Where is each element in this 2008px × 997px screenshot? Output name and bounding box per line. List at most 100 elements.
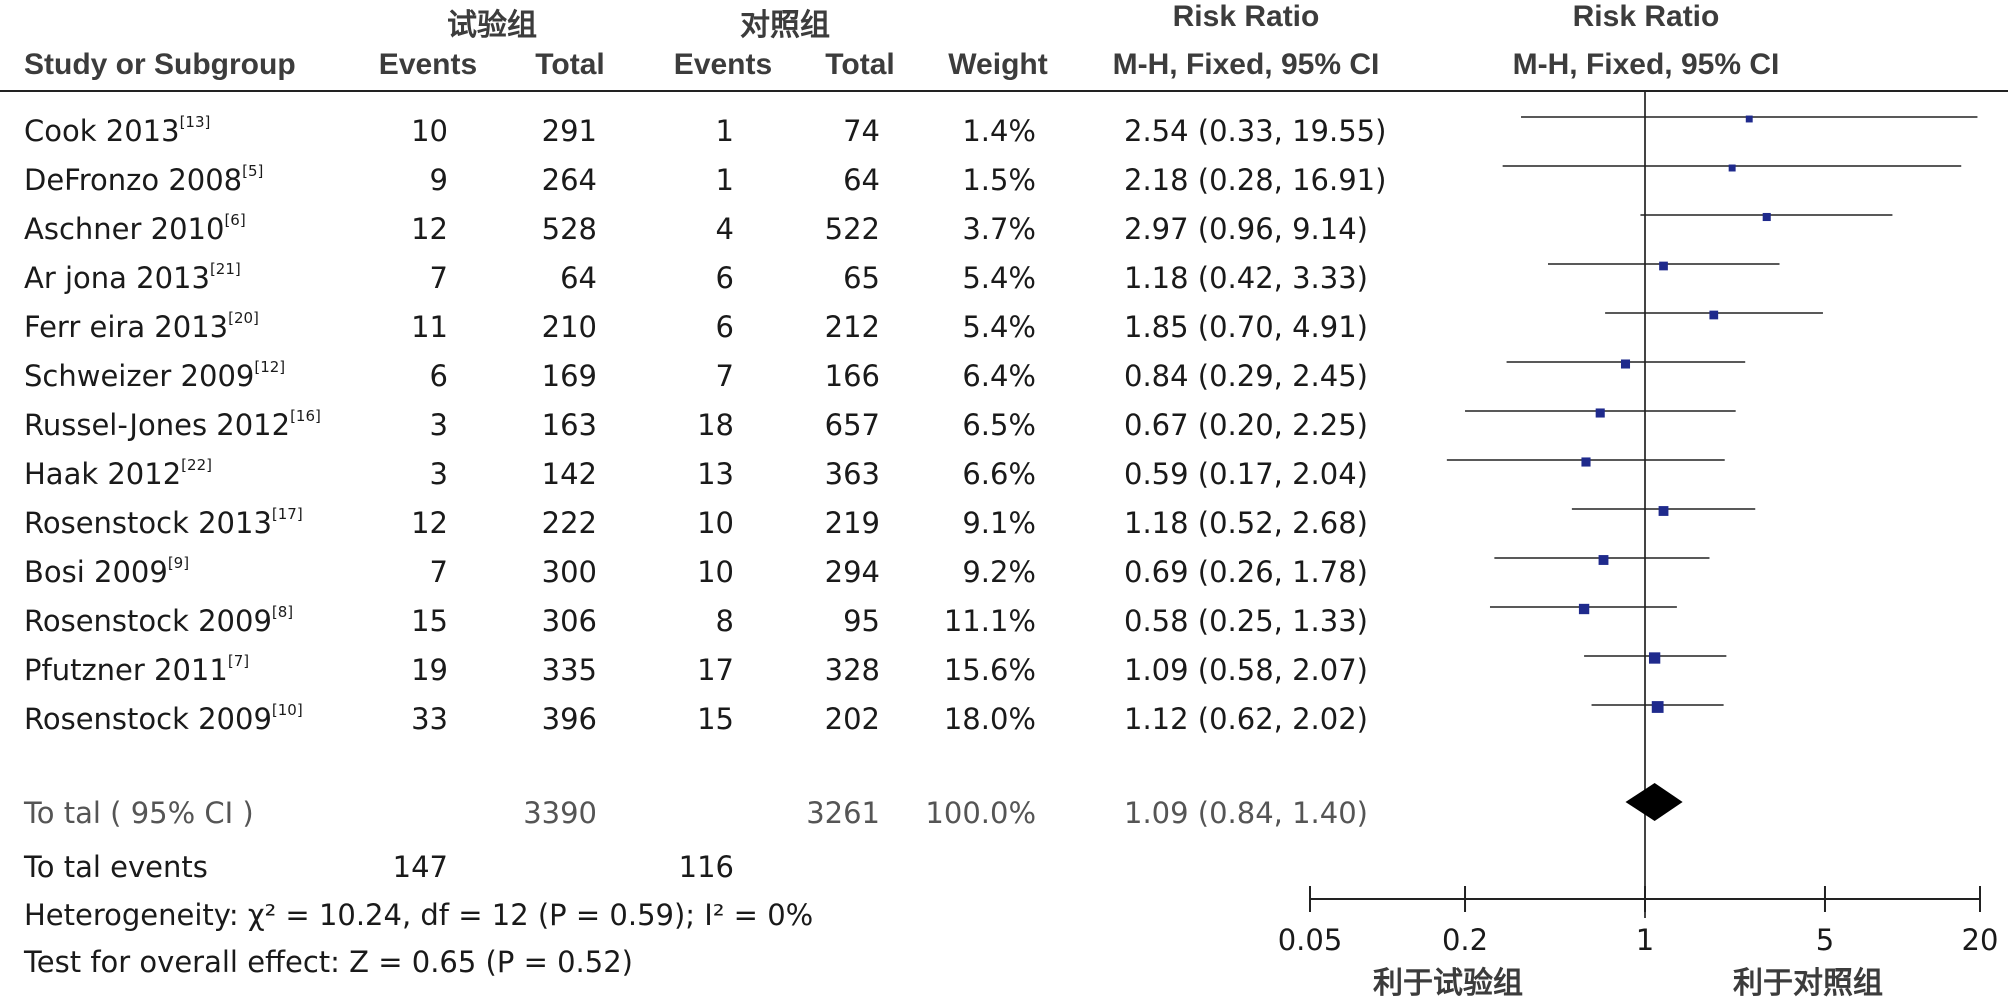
reference-number: [8]	[271, 603, 294, 621]
rr-ci-text: 2.54 (0.33, 19.55)	[1124, 114, 1387, 148]
study-column-header: Study or Subgroup	[24, 48, 296, 81]
total-test: 264	[541, 163, 597, 197]
reference-number: [20]	[228, 309, 259, 327]
total-test: 210	[541, 310, 597, 344]
study-row: Bosi 2009[9] 7 300 10 294 9.2% 0.69 (0.26, 1.7…	[0, 552, 2008, 592]
study-row: Rosenstock 2009[10] 33 396 15 202 18.0% 1.12 (…	[0, 699, 2008, 739]
total-test: 300	[541, 555, 597, 589]
point-estimate	[1658, 506, 1669, 516]
point-estimate	[1709, 310, 1719, 320]
study-name-text: Aschner 2010	[24, 212, 225, 246]
study-name-text: Rosenstock 2013	[24, 506, 272, 540]
events-control: 8	[715, 604, 734, 638]
reference-number: [9]	[167, 554, 190, 572]
events-control: 17	[697, 653, 734, 687]
study-name: Rosenstock 2009[10]	[24, 699, 303, 739]
total-control: 363	[824, 457, 880, 491]
total-control: 212	[824, 310, 880, 344]
total-control: 64	[843, 163, 880, 197]
events-control: 1	[715, 114, 734, 148]
point-estimate	[1651, 701, 1664, 713]
events-header-control: Events	[673, 48, 773, 81]
point-estimate	[1648, 652, 1661, 664]
study-name-text: Bosi 2009	[24, 555, 168, 589]
study-name: Schweizer 2009[12]	[24, 356, 285, 396]
weight-value: 5.4%	[962, 310, 1036, 344]
total-test: 396	[541, 702, 597, 736]
study-name-text: Rosenstock 2009	[24, 604, 272, 638]
total-rr-text: 1.09 (0.84, 1.40)	[1124, 796, 1368, 830]
favours-test-label: 利于试验组	[1373, 966, 1523, 997]
events-control: 4	[715, 212, 734, 246]
total-events-control: 116	[678, 850, 734, 884]
study-name: Pfutzner 2011[7]	[24, 650, 249, 690]
total-n-control: 3261	[806, 796, 880, 830]
total-test: 163	[541, 408, 597, 442]
heterogeneity-text: Heterogeneity: χ² = 10.24, df = 12 (P = …	[24, 898, 814, 932]
total-control: 328	[824, 653, 880, 687]
events-test: 12	[411, 212, 448, 246]
events-control: 10	[697, 555, 734, 589]
x-tick-label: 1	[1636, 923, 1654, 957]
total-control: 74	[843, 114, 880, 148]
point-estimate	[1578, 603, 1590, 615]
events-control: 15	[697, 702, 734, 736]
x-tick-label: 20	[1962, 923, 1999, 957]
weight-value: 1.5%	[962, 163, 1036, 197]
reference-number: [16]	[290, 407, 321, 425]
plot-method-header: M-H, Fixed, 95% CI	[1512, 48, 1780, 81]
study-name: Aschner 2010[6]	[24, 209, 246, 249]
point-estimate	[1598, 555, 1609, 565]
rr-column-title: Risk Ratio	[1172, 0, 1320, 33]
study-name-text: Rosenstock 2009	[24, 702, 272, 736]
weight-value: 3.7%	[962, 212, 1036, 246]
total-events-label: To tal events	[24, 850, 208, 884]
weight-value: 6.6%	[962, 457, 1036, 491]
study-name-text: DeFronzo 2008	[24, 163, 243, 197]
point-estimate	[1762, 212, 1771, 222]
study-row: Ferr eira 2013[20] 11 210 6 212 5.4% 1.85 (0.7…	[0, 307, 2008, 347]
rr-ci-text: 1.09 (0.58, 2.07)	[1124, 653, 1368, 687]
reference-number: [17]	[271, 505, 303, 523]
weight-value: 15.6%	[943, 653, 1036, 687]
rr-method-header: M-H, Fixed, 95% CI	[1112, 48, 1380, 81]
study-row: Russel-Jones 2012[16] 3 163 18 657 6.5% 0.67 (…	[0, 405, 2008, 445]
study-row: Pfutzner 2011[7] 19 335 17 328 15.6% 1.09 (0.5…	[0, 650, 2008, 690]
total-control: 95	[843, 604, 880, 638]
weight-value: 5.4%	[962, 261, 1036, 295]
overall-effect-text: Test for overall effect: Z = 0.65 (P = 0…	[24, 945, 633, 979]
events-control: 6	[715, 310, 734, 344]
pooled-diamond	[1625, 783, 1683, 821]
weight-header: Weight	[948, 48, 1048, 81]
events-test: 12	[411, 506, 448, 540]
study-row: Aschner 2010[6] 12 528 4 522 3.7% 2.97 (0.96, …	[0, 209, 2008, 249]
total-weight: 100.0%	[925, 796, 1036, 830]
reference-number: [13]	[179, 113, 211, 131]
point-estimate	[1581, 457, 1591, 467]
total-test: 222	[541, 506, 597, 540]
total-test: 64	[560, 261, 597, 295]
reference-number: [22]	[181, 456, 212, 474]
total-control: 657	[824, 408, 880, 442]
weight-value: 6.5%	[962, 408, 1036, 442]
events-test: 3	[429, 408, 448, 442]
study-name: Rosenstock 2009[8]	[24, 601, 293, 641]
study-row: Haak 2012[22] 3 142 13 363 6.6% 0.59 (0.17, 2.…	[0, 454, 2008, 494]
x-tick-label: 5	[1816, 923, 1834, 957]
study-row: DeFronzo 2008[5] 9 264 1 64 1.5% 2.18 (0.28, 1…	[0, 160, 2008, 200]
total-label: To tal ( 95% CI )	[24, 796, 254, 830]
events-test: 7	[429, 261, 448, 295]
study-name-text: Haak 2012	[24, 457, 182, 491]
reference-number: [7]	[227, 652, 250, 670]
total-events-row: To tal events 147 116	[0, 847, 2008, 887]
reference-number: [12]	[254, 358, 286, 376]
events-test: 11	[411, 310, 448, 344]
point-estimate	[1745, 115, 1753, 123]
reference-number: [21]	[209, 260, 241, 278]
total-header-control: Total	[825, 48, 895, 81]
total-test: 528	[541, 212, 597, 246]
study-name: DeFronzo 2008[5]	[24, 160, 263, 200]
point-estimate	[1620, 359, 1631, 369]
study-name-text: Schweizer 2009	[24, 359, 255, 393]
study-name: Rosenstock 2013[17]	[24, 503, 303, 543]
